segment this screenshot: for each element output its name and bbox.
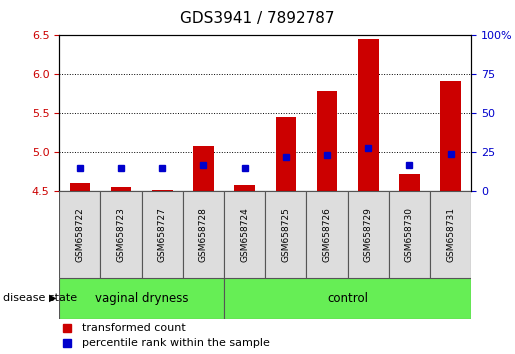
- Text: GSM658731: GSM658731: [446, 207, 455, 262]
- Bar: [193, 146, 214, 191]
- FancyBboxPatch shape: [430, 191, 471, 278]
- Text: GDS3941 / 7892787: GDS3941 / 7892787: [180, 11, 335, 25]
- FancyBboxPatch shape: [100, 191, 142, 278]
- Text: GSM658722: GSM658722: [75, 207, 84, 262]
- FancyBboxPatch shape: [59, 278, 224, 319]
- Text: GSM658728: GSM658728: [199, 207, 208, 262]
- Text: percentile rank within the sample: percentile rank within the sample: [82, 338, 270, 348]
- Bar: [234, 185, 255, 191]
- FancyBboxPatch shape: [183, 191, 224, 278]
- Text: disease state: disease state: [3, 293, 77, 303]
- Text: GSM658729: GSM658729: [364, 207, 373, 262]
- Text: transformed count: transformed count: [82, 322, 185, 332]
- Text: GSM658723: GSM658723: [116, 207, 126, 262]
- Bar: [276, 117, 296, 191]
- Text: vaginal dryness: vaginal dryness: [95, 292, 188, 305]
- FancyBboxPatch shape: [224, 278, 471, 319]
- Bar: [111, 187, 131, 191]
- FancyBboxPatch shape: [389, 191, 430, 278]
- Bar: [70, 183, 90, 191]
- FancyBboxPatch shape: [224, 191, 265, 278]
- Bar: [399, 174, 420, 191]
- FancyBboxPatch shape: [348, 191, 389, 278]
- Bar: [358, 39, 379, 191]
- Text: GSM658724: GSM658724: [240, 207, 249, 262]
- FancyBboxPatch shape: [142, 191, 183, 278]
- FancyBboxPatch shape: [265, 191, 306, 278]
- Bar: [440, 81, 461, 191]
- Text: GSM658725: GSM658725: [281, 207, 290, 262]
- FancyBboxPatch shape: [59, 191, 100, 278]
- Text: control: control: [327, 292, 368, 305]
- Text: GSM658726: GSM658726: [322, 207, 332, 262]
- Bar: [317, 91, 337, 191]
- Bar: [152, 190, 173, 191]
- FancyBboxPatch shape: [306, 191, 348, 278]
- Text: GSM658730: GSM658730: [405, 207, 414, 262]
- Text: ▶: ▶: [49, 293, 57, 303]
- Text: GSM658727: GSM658727: [158, 207, 167, 262]
